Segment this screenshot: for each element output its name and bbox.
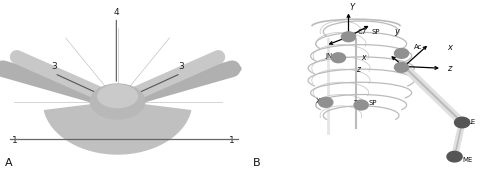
Text: Y: Y bbox=[350, 3, 355, 12]
Ellipse shape bbox=[98, 85, 138, 108]
Circle shape bbox=[342, 32, 355, 42]
Text: 3: 3 bbox=[52, 62, 58, 71]
Text: 4: 4 bbox=[114, 8, 119, 17]
Text: GH: GH bbox=[399, 64, 409, 69]
Text: y: y bbox=[394, 27, 399, 36]
Text: x: x bbox=[447, 43, 452, 52]
Circle shape bbox=[318, 97, 333, 107]
Text: 1: 1 bbox=[228, 136, 234, 145]
Circle shape bbox=[394, 48, 408, 58]
Text: 3: 3 bbox=[178, 62, 184, 71]
Circle shape bbox=[447, 151, 462, 162]
Ellipse shape bbox=[0, 65, 12, 73]
Text: A: A bbox=[5, 158, 12, 168]
Text: z: z bbox=[356, 65, 360, 75]
Text: x: x bbox=[361, 53, 366, 62]
Text: Ac: Ac bbox=[414, 44, 422, 50]
Circle shape bbox=[454, 117, 469, 128]
Circle shape bbox=[394, 62, 408, 72]
Text: XP: XP bbox=[316, 98, 324, 104]
Text: 1: 1 bbox=[12, 136, 18, 145]
Text: LE: LE bbox=[467, 120, 475, 125]
Ellipse shape bbox=[224, 65, 241, 73]
Text: z: z bbox=[447, 64, 452, 73]
Text: B: B bbox=[252, 158, 260, 168]
Circle shape bbox=[354, 100, 368, 110]
Text: SP: SP bbox=[371, 29, 380, 35]
Ellipse shape bbox=[90, 84, 145, 119]
Text: C7: C7 bbox=[358, 29, 366, 35]
Text: JN: JN bbox=[326, 53, 333, 59]
Wedge shape bbox=[44, 102, 191, 154]
Text: ME: ME bbox=[462, 157, 472, 163]
Text: T8: T8 bbox=[354, 100, 362, 106]
Text: SP: SP bbox=[368, 100, 377, 106]
Circle shape bbox=[332, 53, 345, 63]
